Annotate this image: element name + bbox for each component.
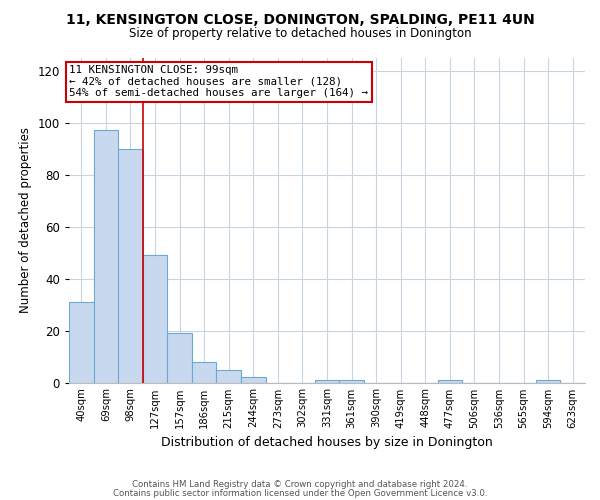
Bar bbox=[437, 380, 462, 382]
Bar bbox=[94, 130, 118, 382]
Text: 11, KENSINGTON CLOSE, DONINGTON, SPALDING, PE11 4UN: 11, KENSINGTON CLOSE, DONINGTON, SPALDIN… bbox=[65, 12, 535, 26]
Text: 11 KENSINGTON CLOSE: 99sqm
← 42% of detached houses are smaller (128)
54% of sem: 11 KENSINGTON CLOSE: 99sqm ← 42% of deta… bbox=[70, 66, 368, 98]
Bar bbox=[167, 333, 192, 382]
Bar bbox=[241, 378, 266, 382]
X-axis label: Distribution of detached houses by size in Donington: Distribution of detached houses by size … bbox=[161, 436, 493, 449]
Bar bbox=[536, 380, 560, 382]
Text: Contains public sector information licensed under the Open Government Licence v3: Contains public sector information licen… bbox=[113, 488, 487, 498]
Text: Contains HM Land Registry data © Crown copyright and database right 2024.: Contains HM Land Registry data © Crown c… bbox=[132, 480, 468, 489]
Bar bbox=[143, 255, 167, 382]
Bar bbox=[192, 362, 217, 382]
Bar bbox=[69, 302, 94, 382]
Bar bbox=[339, 380, 364, 382]
Y-axis label: Number of detached properties: Number of detached properties bbox=[19, 127, 32, 313]
Bar bbox=[217, 370, 241, 382]
Text: Size of property relative to detached houses in Donington: Size of property relative to detached ho… bbox=[128, 28, 472, 40]
Bar bbox=[118, 148, 143, 382]
Bar bbox=[315, 380, 339, 382]
